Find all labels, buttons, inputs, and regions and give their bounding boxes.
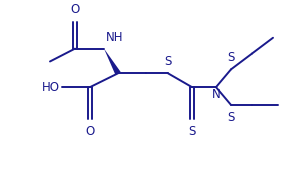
Text: S: S bbox=[227, 52, 235, 64]
Text: HO: HO bbox=[42, 81, 60, 94]
Text: N: N bbox=[212, 88, 221, 101]
Text: S: S bbox=[188, 125, 196, 138]
Text: NH: NH bbox=[106, 31, 123, 44]
Text: S: S bbox=[164, 55, 172, 68]
Text: S: S bbox=[227, 111, 235, 124]
Text: O: O bbox=[85, 125, 95, 138]
Polygon shape bbox=[104, 49, 121, 75]
Text: O: O bbox=[70, 3, 80, 16]
